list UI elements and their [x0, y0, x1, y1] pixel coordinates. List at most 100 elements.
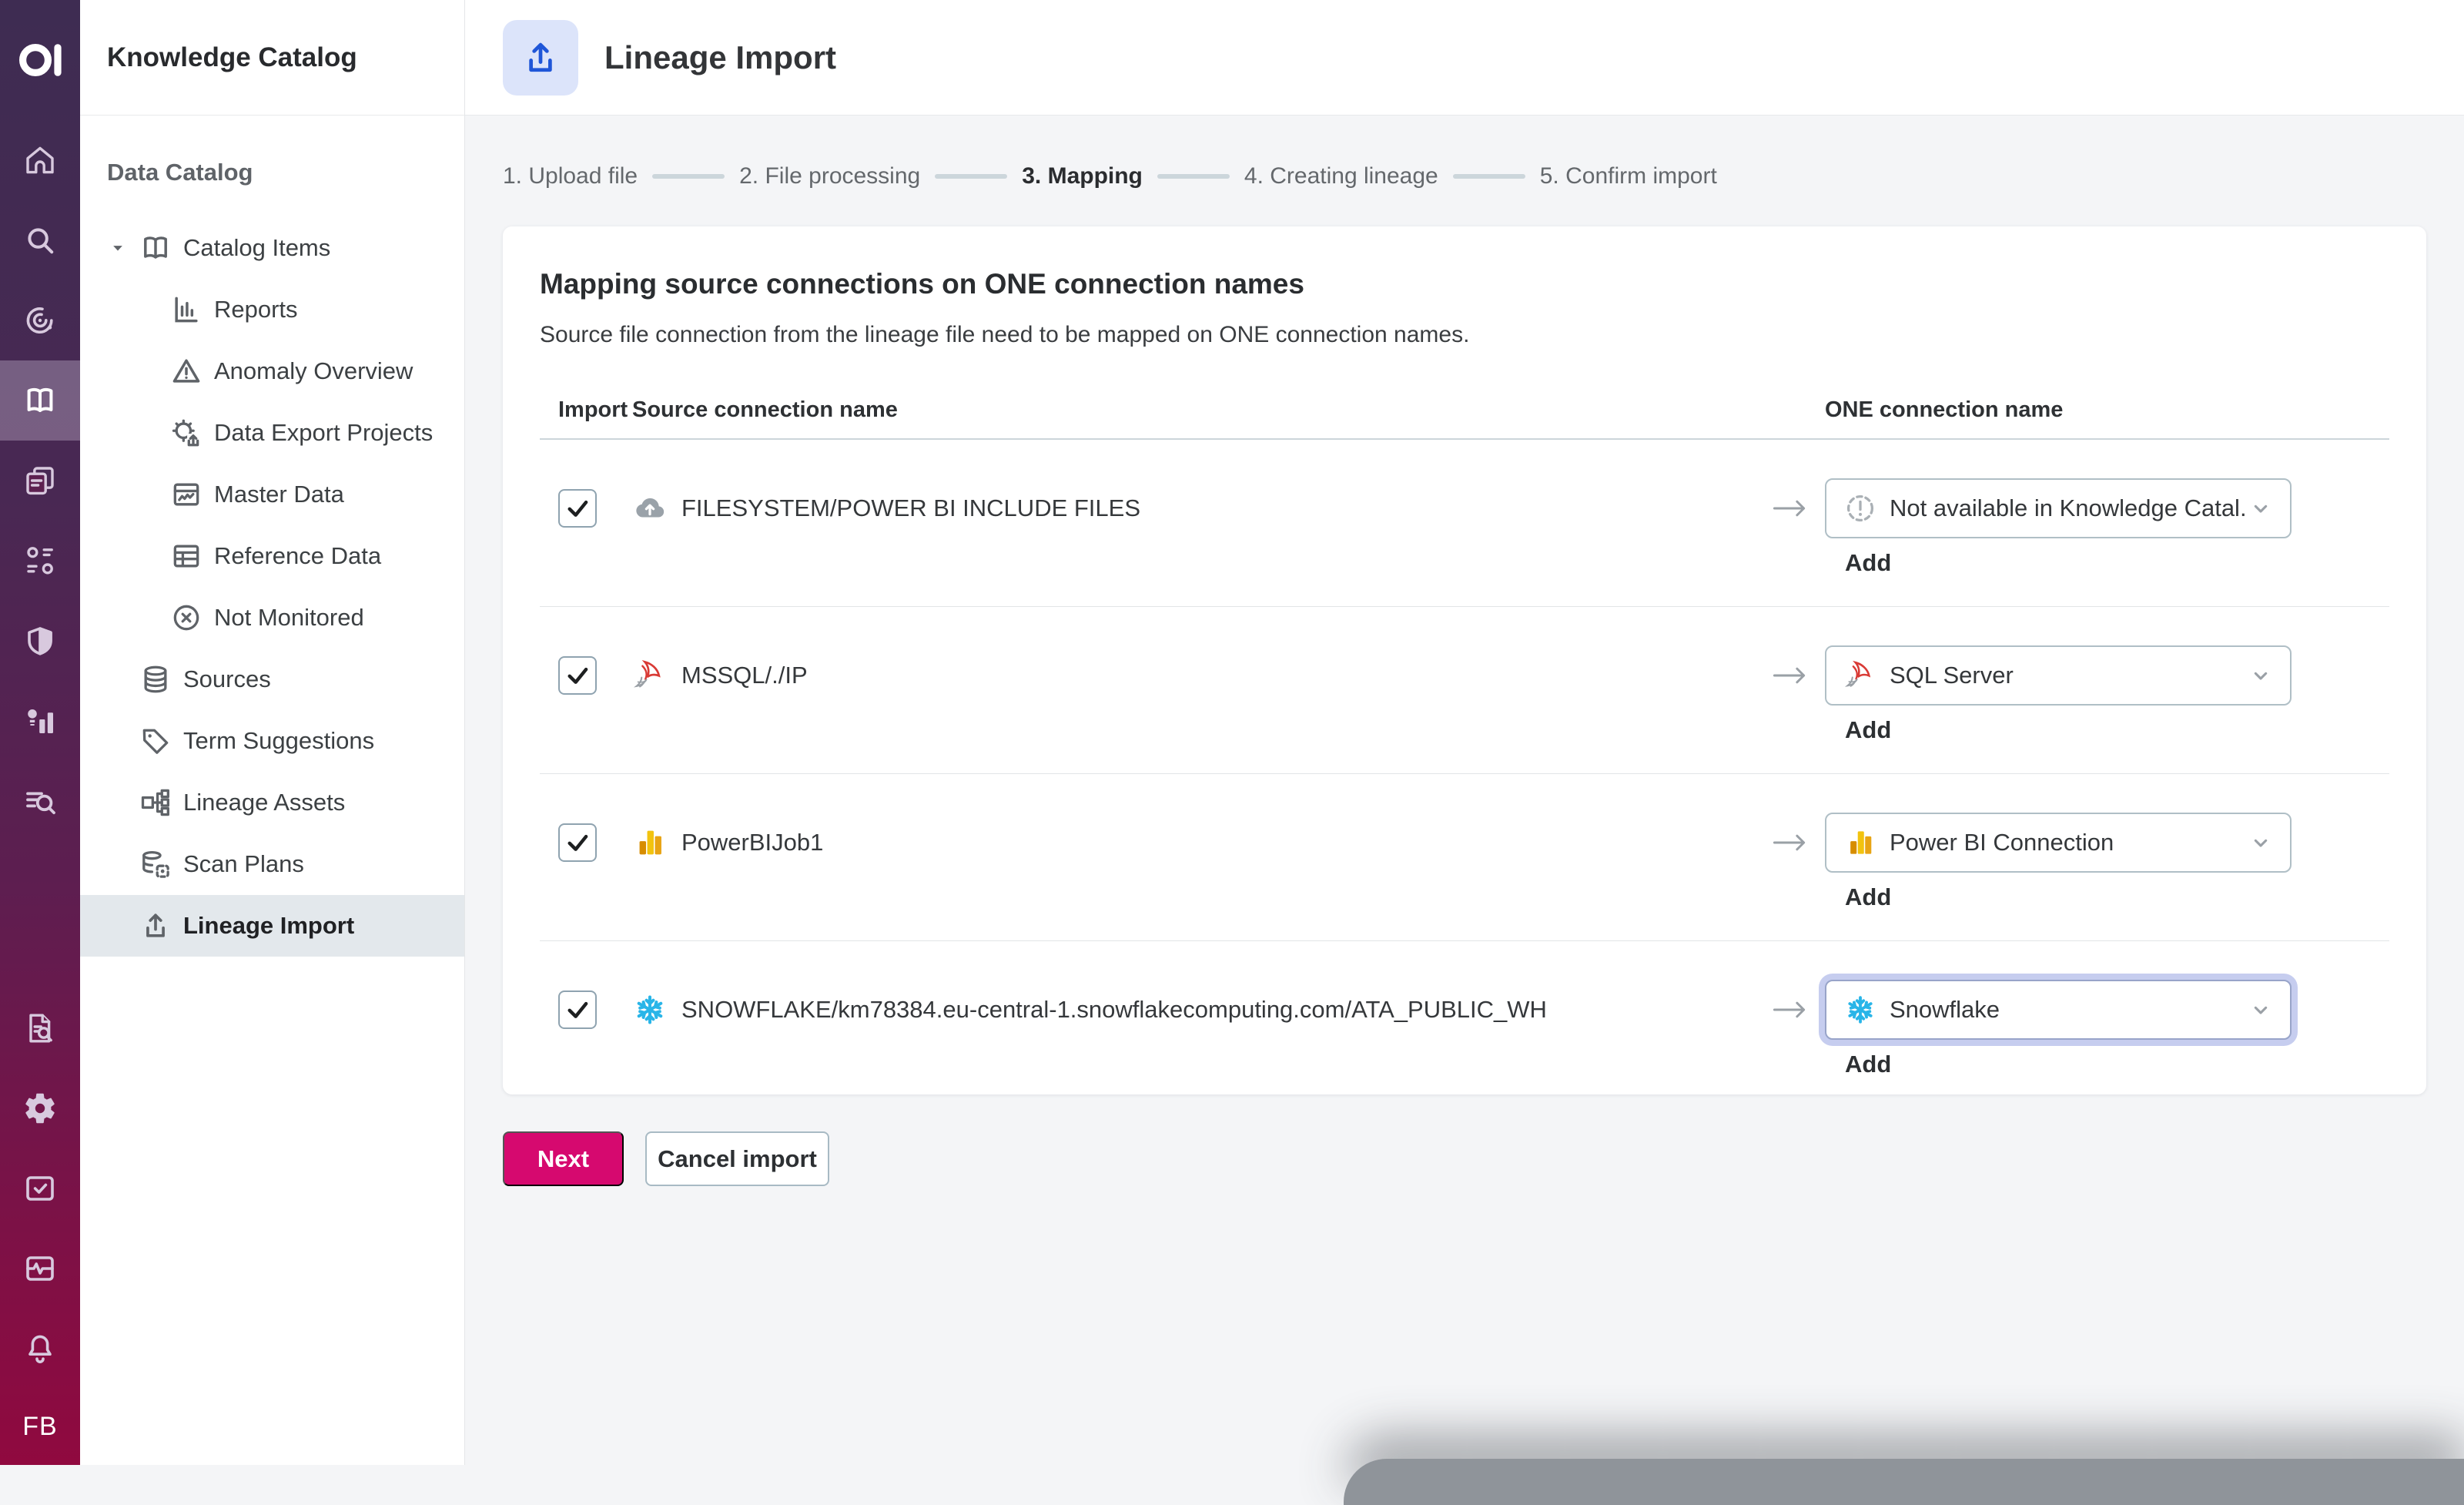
query-search-icon[interactable] [22, 783, 59, 820]
sidebar-item-label: Anomaly Overview [214, 357, 413, 384]
sidebar-item-reports[interactable]: Reports [80, 279, 464, 340]
snowflake-icon [1846, 996, 1874, 1024]
import-checkbox[interactable] [558, 990, 597, 1029]
one-connection-select[interactable]: Not available in Knowledge Catal... [1825, 478, 2292, 538]
source-connection-name: SNOWFLAKE/km78384.eu-central-1.snowflake… [681, 996, 1547, 1023]
sidebar-item-label: Not Monitored [214, 604, 364, 631]
ataccama-logo-icon[interactable] [12, 31, 68, 89]
sidebar-item-term-suggestions[interactable]: Term Suggestions [80, 710, 464, 772]
page-header: Lineage Import [465, 0, 2464, 116]
next-button[interactable]: Next [503, 1131, 624, 1186]
add-connection-button[interactable]: Add [1845, 549, 1892, 576]
upload-icon [146, 913, 165, 937]
add-connection-button[interactable]: Add [1845, 883, 1892, 910]
wizard-stepper: 1. Upload file 2. File processing 3. Map… [503, 163, 2464, 189]
mapping-row: FILESYSTEM/POWER BI INCLUDE FILES Not av… [540, 440, 2389, 607]
shield-icon[interactable] [22, 622, 59, 659]
page-icon-tile [503, 19, 578, 96]
checkmark-icon [567, 500, 588, 517]
mapping-row: PowerBIJob1 Power BI Connection Add [540, 774, 2389, 941]
step-connector [935, 174, 1008, 179]
search-icon[interactable] [22, 222, 59, 259]
step-connector [652, 174, 725, 179]
one-connection-value: Power BI Connection [1890, 829, 2114, 856]
snowflake-icon [632, 995, 668, 1024]
master-data-icon [173, 483, 199, 506]
rail-item-knowledge-catalog[interactable] [0, 360, 80, 441]
column-source-connection-name: Source connection name [632, 397, 898, 422]
sidebar-item-not-monitored[interactable]: Not Monitored [80, 587, 464, 649]
card-title: Mapping source connections on ONE connec… [540, 268, 1304, 300]
gear-icon[interactable] [22, 1090, 59, 1127]
arrow-right-icon [1773, 834, 1806, 851]
sidebar-item-lineage-import[interactable]: Lineage Import [80, 895, 464, 957]
one-connection-value: Snowflake [1890, 996, 2000, 1023]
step-connector [1157, 174, 1230, 179]
offscreen-dialog-shadow [1344, 1459, 2464, 1505]
sidebar-item-sources[interactable]: Sources [80, 649, 464, 710]
chevron-down-icon [2254, 672, 2268, 680]
sidebar-item-anomaly-overview[interactable]: Anomaly Overview [80, 340, 464, 402]
sidebar-item-data-export-projects[interactable]: Data Export Projects [80, 402, 464, 464]
table-icon [173, 545, 199, 568]
cancel-import-button[interactable]: Cancel import [645, 1131, 829, 1186]
upload-icon [529, 42, 552, 72]
documents-icon[interactable] [22, 462, 59, 499]
wizard-actions: Next Cancel import [503, 1131, 829, 1186]
tag-icon [142, 729, 169, 754]
step-creating-lineage: 4. Creating lineage [1244, 163, 1438, 189]
mapping-card: Mapping source connections on ONE connec… [503, 226, 2426, 1094]
sidebar-title: Knowledge Catalog [107, 42, 357, 72]
column-one-connection-name: ONE connection name [1825, 397, 2064, 422]
lineage-icon [141, 789, 169, 816]
one-connection-value: SQL Server [1890, 662, 2014, 689]
sidebar-item-label: Reference Data [214, 542, 382, 569]
step-confirm-import: 5. Confirm import [1539, 163, 1717, 189]
step-connector [1452, 174, 1525, 179]
add-connection-button[interactable]: Add [1845, 716, 1892, 743]
import-checkbox[interactable] [558, 489, 597, 528]
arrow-right-icon [1773, 500, 1806, 517]
section-label: Data Catalog [107, 159, 253, 186]
catalog-book-icon [27, 387, 53, 412]
circle-x-icon [173, 605, 199, 631]
add-connection-button[interactable]: Add [1845, 1051, 1892, 1078]
mapping-table-header: Import Source connection name ONE connec… [540, 397, 2389, 440]
sidebar-item-reference-data[interactable]: Reference Data [80, 525, 464, 587]
audit-doc-search-icon[interactable] [22, 1010, 59, 1047]
discovery-icon[interactable] [22, 302, 59, 339]
one-connection-select[interactable]: SQL Server [1825, 645, 2292, 706]
scan-plans-icon [142, 850, 169, 878]
sidebar-item-catalog-items[interactable]: Catalog Items [80, 217, 464, 279]
applications-icon[interactable] [22, 542, 59, 579]
step-upload-file: 1. Upload file [503, 163, 638, 189]
chevron-down-icon [2254, 504, 2268, 513]
warning-dashed-icon [1846, 494, 1874, 522]
arrow-right-icon [1773, 667, 1806, 684]
chevron-down-icon [2254, 839, 2268, 847]
sidebar-item-label: Lineage Assets [183, 789, 346, 816]
sidebar-item-master-data[interactable]: Master Data [80, 464, 464, 525]
one-connection-select[interactable]: Snowflake [1825, 980, 2292, 1040]
one-connection-select[interactable]: Power BI Connection [1825, 813, 2292, 873]
bell-icon[interactable] [22, 1330, 59, 1367]
source-connection-name: FILESYSTEM/POWER BI INCLUDE FILES [681, 494, 1141, 521]
chevron-down-icon [2254, 1006, 2268, 1014]
sidebar-item-label: Scan Plans [183, 850, 304, 877]
monitoring-pulse-icon[interactable] [22, 1250, 59, 1287]
import-checkbox[interactable] [558, 823, 597, 862]
sidebar-item-lineage-assets[interactable]: Lineage Assets [80, 772, 464, 833]
open-book-icon [144, 236, 167, 259]
import-checkbox[interactable] [558, 656, 597, 695]
tasks-check-icon[interactable] [22, 1170, 59, 1207]
mapping-row: MSSQL/./IP SQL Server Add [540, 607, 2389, 774]
user-avatar[interactable]: FB [22, 1412, 58, 1441]
sidebar-item-scan-plans[interactable]: Scan Plans [80, 833, 464, 895]
cloud-upload-icon [636, 498, 665, 518]
insights-icon[interactable] [22, 702, 59, 739]
caret-down-icon[interactable] [107, 237, 129, 259]
sidebar-item-label: Term Suggestions [183, 727, 375, 754]
main-content: 1. Upload file 2. File processing 3. Map… [465, 116, 2464, 1465]
column-import: Import [558, 397, 628, 422]
home-icon[interactable] [22, 142, 59, 179]
